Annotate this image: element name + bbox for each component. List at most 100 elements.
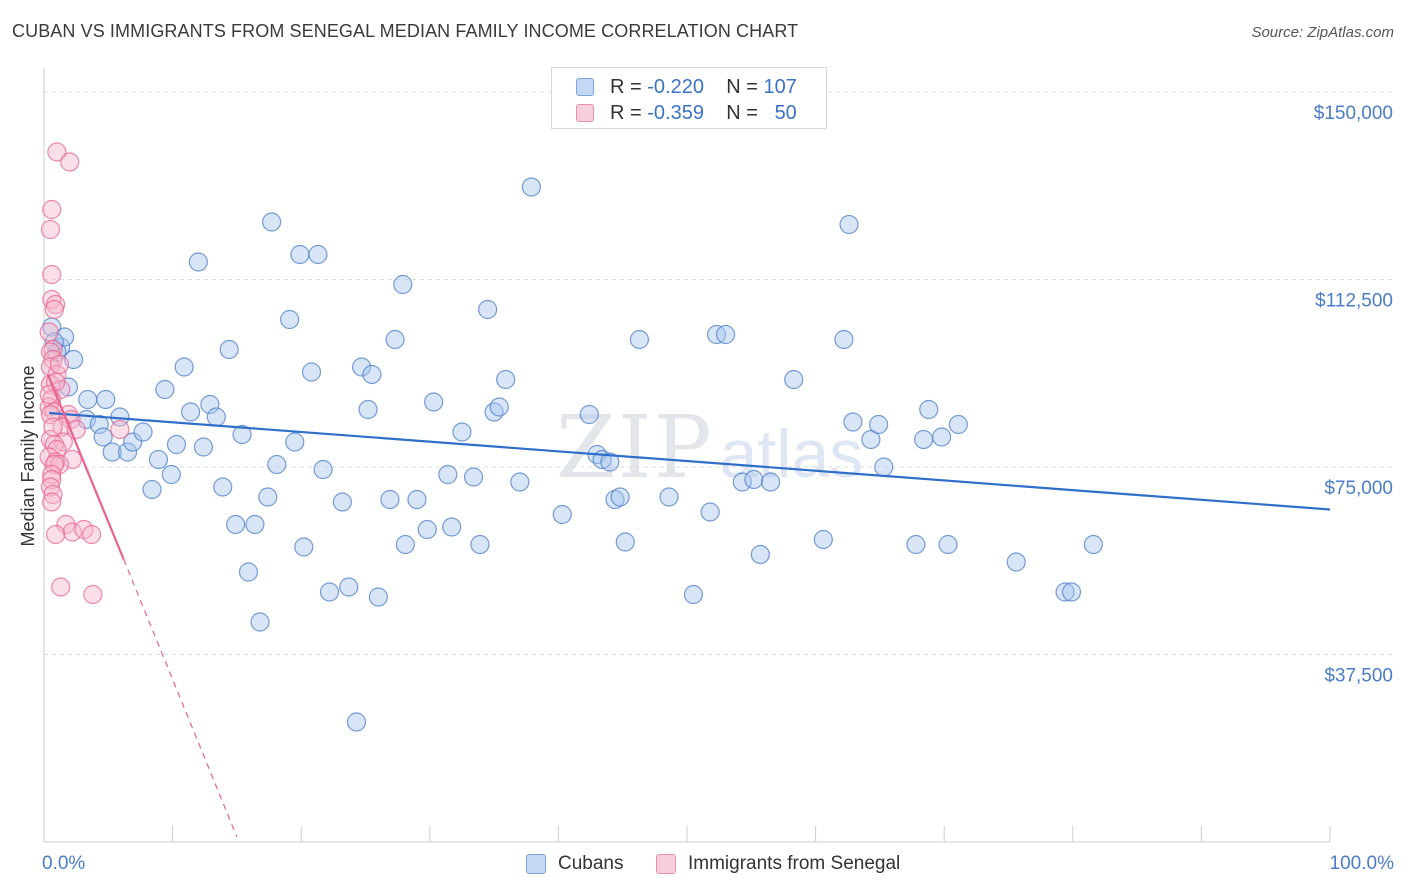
cuban-point — [605, 489, 625, 510]
cuban-point — [914, 429, 934, 450]
cuban-point — [117, 442, 138, 462]
legend-n-label: N = — [726, 75, 758, 98]
cuban-point — [267, 454, 287, 475]
senegal-point — [44, 299, 64, 320]
cuban-point — [478, 299, 498, 320]
x-tick-label: 0.0% — [42, 853, 85, 874]
cuban-point — [161, 464, 181, 485]
cuban-point — [552, 504, 572, 525]
y-tick-label: $37,500 — [1324, 666, 1393, 687]
senegal-point — [81, 524, 102, 545]
senegal-point — [45, 524, 66, 545]
legend-r-value: -0.220 — [647, 75, 704, 98]
cuban-point — [258, 487, 278, 507]
series-cubans — [42, 177, 1103, 732]
senegal-point — [62, 449, 82, 470]
cuban-point — [521, 177, 541, 197]
bottom-legend-swatch-cubans — [526, 854, 546, 874]
legend-swatch-cubans — [576, 78, 594, 96]
cuban-point — [238, 562, 259, 582]
senegal-point — [60, 152, 80, 172]
cuban-point — [600, 452, 620, 472]
cuban-point — [629, 329, 650, 350]
cuban-point — [358, 399, 378, 420]
cuban-point — [1083, 534, 1103, 555]
senegal-point — [42, 199, 62, 220]
cuban-point — [174, 357, 194, 377]
cuban-point — [332, 492, 352, 512]
cuban-point — [339, 577, 359, 597]
cuban-point — [938, 534, 958, 555]
cuban-point — [308, 244, 328, 265]
cuban-point — [417, 519, 437, 540]
legend-r-label: R = — [610, 101, 642, 124]
legend-swatch-senegal — [576, 104, 594, 122]
senegal-point — [110, 419, 130, 440]
senegal-point — [43, 349, 63, 370]
cuban-point — [470, 534, 490, 555]
cuban-point — [219, 339, 239, 360]
cuban-point — [442, 517, 462, 537]
y-tick-label: $112,500 — [1315, 291, 1393, 312]
cuban-point — [362, 364, 382, 385]
cuban-point — [843, 412, 863, 432]
bottom-legend-label-senegal: Immigrants from Senegal — [688, 853, 901, 874]
cuban-point — [463, 467, 484, 487]
senegal-point — [43, 417, 63, 437]
legend-row-cubans: R = -0.220 N = 107 — [576, 75, 797, 99]
y-axis-label: Median Family Income — [18, 365, 38, 546]
cuban-point — [193, 437, 214, 457]
cuban-point — [166, 434, 187, 455]
senegal-point — [43, 484, 63, 505]
cuban-point — [610, 487, 630, 507]
watermark-atlas: atlas — [719, 416, 864, 492]
cuban-point — [54, 327, 75, 347]
legend-r-label: R = — [610, 75, 642, 98]
cuban-point — [368, 587, 388, 607]
cuban-point — [700, 502, 720, 522]
cuban-point — [313, 459, 333, 480]
cuban-point — [290, 244, 310, 265]
legend-r-value: -0.359 — [647, 101, 704, 124]
cuban-point — [142, 479, 162, 500]
y-tick-label: $75,000 — [1324, 478, 1393, 499]
y-tick-label: $150,000 — [1314, 103, 1393, 124]
senegal-point — [42, 264, 62, 285]
cuban-point — [123, 432, 143, 452]
cuban-point — [148, 449, 169, 470]
axes — [43, 68, 1331, 843]
cuban-point — [213, 477, 233, 497]
senegal-point — [39, 322, 59, 342]
senegal-point — [42, 469, 62, 490]
cuban-point — [510, 472, 530, 492]
senegal-point — [47, 142, 67, 162]
cuban-point — [78, 389, 98, 410]
senegal-point — [40, 477, 61, 497]
cuban-point — [424, 392, 444, 412]
cuban-point — [250, 612, 270, 632]
cuban-point — [452, 422, 472, 442]
senegal-trend-line — [46, 374, 125, 560]
bottom-legend-swatch-senegal — [656, 854, 676, 874]
cuban-point — [948, 414, 968, 435]
cuban-point — [262, 212, 282, 232]
cuban-point — [319, 582, 340, 602]
cuban-point — [63, 349, 84, 370]
cuban-point — [407, 489, 427, 510]
cuban-point — [93, 427, 113, 447]
cuban-point — [1055, 582, 1075, 602]
series-senegal — [39, 142, 130, 605]
cuban-point — [102, 442, 122, 462]
cuban-point — [380, 489, 400, 510]
bottom-legend-label-cubans: Cubans — [558, 853, 624, 874]
senegal-point — [42, 492, 62, 512]
cuban-point — [294, 537, 314, 557]
cuban-point — [932, 427, 952, 447]
cuban-point — [861, 429, 881, 450]
cuban-point — [285, 432, 305, 452]
cuban-point — [919, 399, 939, 420]
cuban-point — [181, 402, 201, 422]
cuban-point — [188, 252, 208, 272]
cuban-point — [760, 472, 781, 492]
